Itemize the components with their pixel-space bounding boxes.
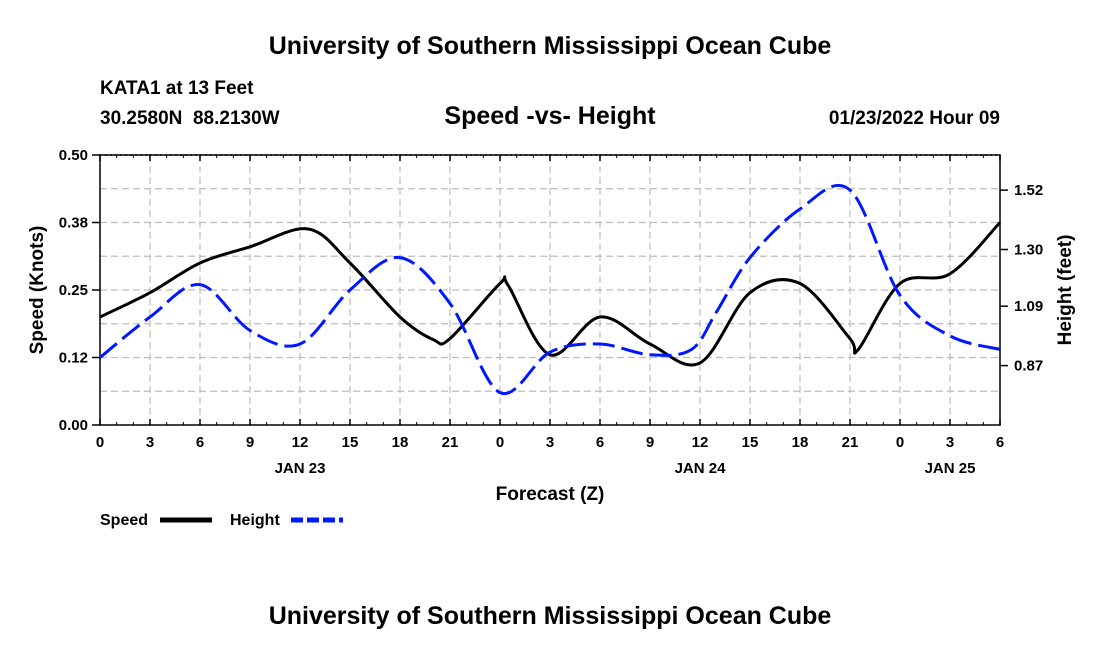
x-tick-label: 21: [842, 434, 859, 451]
legend: Speed Height: [100, 512, 343, 529]
axis-ticks: [92, 154, 1008, 426]
y-left-tick-label: 0.38: [59, 215, 88, 232]
grid-lines: [100, 154, 1000, 425]
legend-height-label: Height: [230, 512, 280, 529]
station-name: KATA1 at 13 Feet: [100, 78, 254, 99]
x-date-label: JAN 23: [275, 460, 326, 477]
x-tick-label: 12: [692, 434, 709, 451]
x-tick-label: 18: [792, 434, 809, 451]
x-tick-label: 3: [146, 434, 154, 451]
x-tick-label: 6: [196, 434, 204, 451]
forecast-datetime: 01/23/2022 Hour 09: [829, 108, 1000, 129]
chart-title: Speed -vs- Height: [444, 102, 656, 130]
x-tick-label: 18: [392, 434, 409, 451]
x-axis-label: Forecast (Z): [496, 484, 605, 505]
series-layer: [99, 183, 1002, 396]
tick-labels: 0 3 6 9 12 15 18 21 0 3 6 9 12 15 18 21 0 3 6 JAN 23 JAN 24 J…: [59, 147, 1043, 477]
x-tick-label: 3: [546, 434, 554, 451]
y-right-tick-label: 0.87: [1014, 358, 1043, 375]
y-left-tick-label: 0.00: [59, 417, 88, 434]
y-right-tick-label: 1.09: [1014, 298, 1043, 315]
x-date-label: JAN 24: [675, 460, 727, 477]
y-left-tick-label: 0.50: [59, 147, 88, 164]
y-left-tick-label: 0.12: [59, 350, 88, 367]
x-tick-label: 9: [646, 434, 654, 451]
x-tick-label: 15: [742, 434, 759, 451]
x-date-label: JAN 25: [925, 460, 976, 477]
series-line-speed: [99, 221, 1002, 367]
x-tick-label: 15: [342, 434, 359, 451]
page-title: University of Southern Mississippi Ocean…: [269, 32, 832, 60]
y-right-tick-label: 1.30: [1014, 242, 1043, 259]
x-tick-label: 0: [496, 434, 504, 451]
station-coords: 30.2580N 88.2130W: [100, 108, 280, 129]
y-axis-left-label: Speed (Knots): [27, 226, 48, 355]
x-tick-label: 3: [946, 434, 954, 451]
y-left-tick-label: 0.25: [59, 282, 88, 299]
x-tick-label: 12: [292, 434, 309, 451]
x-tick-label: 6: [996, 434, 1004, 451]
series-line-height: [99, 183, 1001, 396]
x-tick-label: 0: [896, 434, 904, 451]
footer-title: University of Southern Mississippi Ocean…: [269, 602, 832, 630]
y-right-tick-label: 1.52: [1014, 182, 1043, 199]
x-tick-label: 9: [246, 434, 254, 451]
x-tick-label: 21: [442, 434, 459, 451]
x-tick-label: 0: [96, 434, 104, 451]
y-axis-right-label: Height (feet): [1055, 235, 1076, 346]
legend-speed-label: Speed: [100, 512, 148, 529]
x-tick-label: 6: [596, 434, 604, 451]
